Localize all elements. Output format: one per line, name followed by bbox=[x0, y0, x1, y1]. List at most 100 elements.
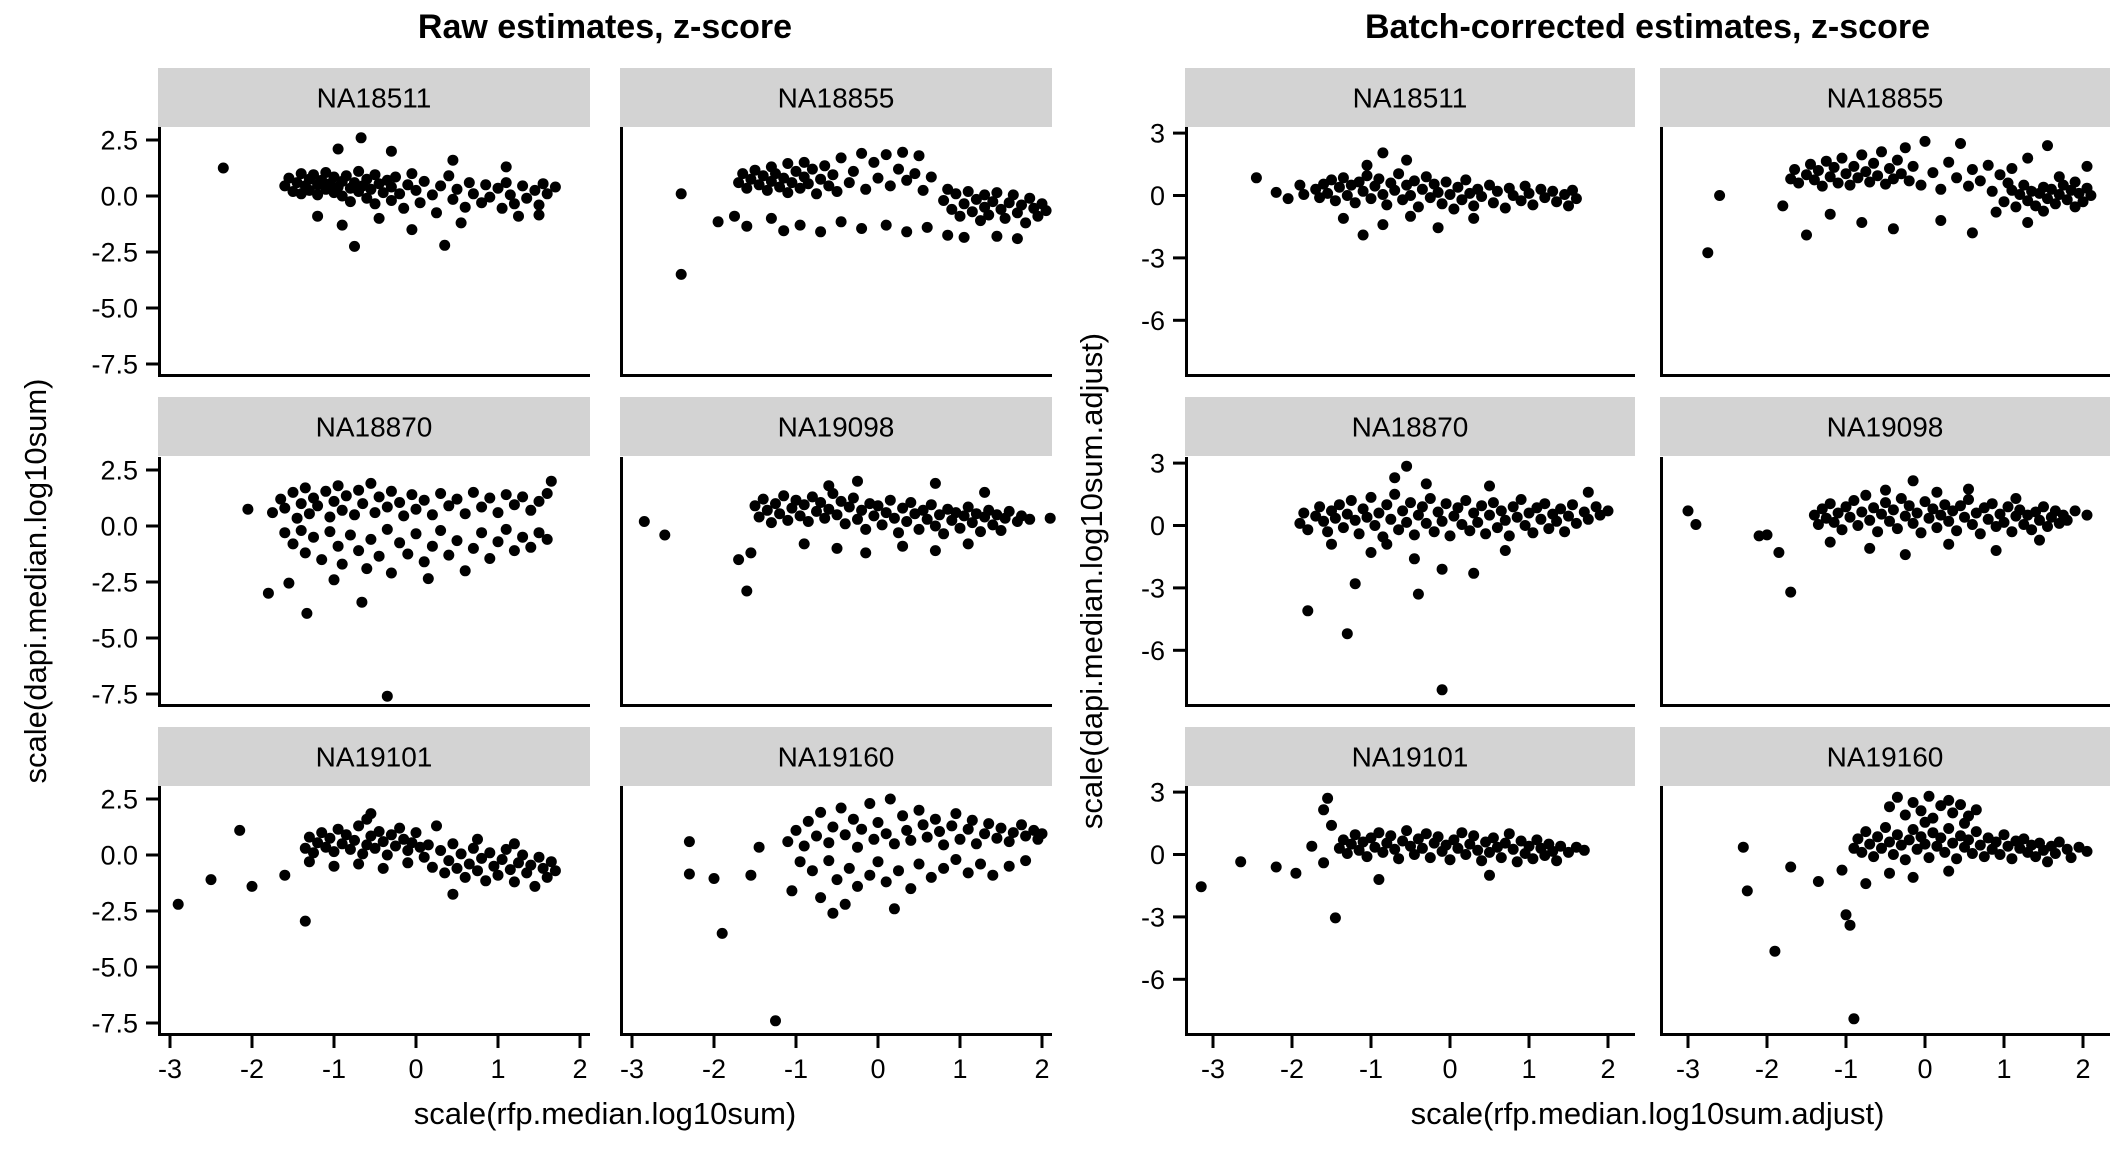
x-tick-label: 1 bbox=[1996, 1054, 2011, 1084]
data-point bbox=[1844, 511, 1856, 523]
data-point bbox=[312, 189, 324, 201]
data-point bbox=[488, 860, 500, 872]
data-point bbox=[712, 216, 724, 228]
data-point bbox=[476, 852, 488, 864]
data-point bbox=[946, 820, 958, 832]
data-point bbox=[1824, 171, 1836, 183]
data-point bbox=[864, 798, 876, 809]
data-point bbox=[316, 554, 328, 566]
data-point bbox=[1195, 881, 1207, 893]
data-point bbox=[1840, 909, 1852, 921]
data-point bbox=[815, 497, 827, 508]
data-point bbox=[1852, 172, 1864, 184]
data-point bbox=[954, 833, 966, 845]
data-point bbox=[1318, 804, 1330, 816]
data-point bbox=[1424, 852, 1436, 864]
data-point bbox=[545, 856, 557, 868]
data-point bbox=[320, 485, 332, 497]
data-point bbox=[492, 869, 504, 881]
data-point bbox=[860, 523, 872, 535]
data-point bbox=[962, 538, 974, 550]
data-point bbox=[893, 865, 904, 877]
data-point bbox=[1369, 520, 1381, 531]
data-point bbox=[435, 525, 447, 536]
data-point bbox=[1884, 163, 1895, 174]
data-point bbox=[549, 181, 561, 193]
data-point bbox=[1420, 828, 1432, 840]
data-point bbox=[958, 231, 970, 243]
y-tick-label: -5.0 bbox=[91, 623, 138, 653]
data-point bbox=[880, 149, 892, 161]
data-point bbox=[275, 493, 287, 505]
data-point bbox=[2018, 519, 2030, 530]
data-point bbox=[1852, 833, 1864, 845]
data-point bbox=[1440, 839, 1452, 851]
data-point bbox=[356, 596, 368, 608]
data-point bbox=[1943, 823, 1955, 834]
data-point bbox=[508, 545, 520, 557]
data-point bbox=[1994, 849, 2006, 860]
data-point bbox=[353, 858, 365, 870]
data-point bbox=[921, 831, 933, 843]
data-point bbox=[353, 165, 365, 177]
data-point bbox=[1805, 158, 1816, 170]
data-point bbox=[1349, 514, 1361, 526]
x-tick-label: 0 bbox=[1442, 1054, 1457, 1084]
data-point bbox=[1468, 200, 1480, 212]
y-tick-label: 2.5 bbox=[100, 125, 138, 155]
facet-strip bbox=[1185, 727, 1635, 786]
data-point bbox=[1911, 507, 1923, 519]
data-point bbox=[708, 873, 720, 884]
data-point bbox=[2077, 196, 2089, 208]
data-point bbox=[921, 513, 933, 525]
data-point bbox=[1567, 499, 1578, 511]
data-point bbox=[819, 160, 831, 172]
data-point bbox=[1507, 843, 1519, 855]
x-tick-label: -3 bbox=[158, 1054, 182, 1084]
x-tick-label: -2 bbox=[702, 1054, 726, 1084]
data-point bbox=[1789, 164, 1801, 175]
data-point bbox=[2002, 501, 2014, 513]
data-point bbox=[831, 542, 843, 554]
data-point bbox=[757, 170, 769, 182]
data-point bbox=[1401, 460, 1413, 472]
data-point bbox=[1943, 538, 1955, 550]
data-point bbox=[1602, 505, 1614, 517]
data-point bbox=[1007, 827, 1019, 839]
data-point bbox=[876, 519, 888, 531]
data-point bbox=[1270, 186, 1282, 198]
data-point bbox=[1040, 205, 1052, 217]
data-point bbox=[1044, 512, 1056, 524]
data-point bbox=[901, 824, 913, 836]
data-point bbox=[533, 199, 545, 211]
data-point bbox=[2057, 179, 2069, 191]
data-point bbox=[1499, 545, 1511, 556]
data-point bbox=[385, 181, 397, 193]
data-point bbox=[1551, 196, 1563, 208]
data-point bbox=[1484, 509, 1495, 521]
data-point bbox=[1935, 215, 1947, 226]
facet-strip-label: NA19101 bbox=[1352, 742, 1469, 773]
data-point bbox=[476, 197, 488, 209]
data-point bbox=[2018, 179, 2030, 191]
data-point bbox=[1990, 206, 2002, 218]
data-point bbox=[369, 842, 381, 854]
data-point bbox=[517, 491, 529, 503]
data-point bbox=[426, 540, 438, 552]
data-point bbox=[1848, 495, 1860, 506]
data-point bbox=[950, 854, 962, 865]
data-point bbox=[476, 527, 488, 539]
data-point bbox=[1931, 840, 1943, 852]
data-point bbox=[1915, 805, 1927, 817]
data-point bbox=[2081, 845, 2093, 857]
data-point bbox=[1432, 222, 1444, 234]
data-point bbox=[435, 180, 447, 192]
data-point bbox=[839, 829, 851, 841]
data-point bbox=[279, 527, 291, 539]
data-point bbox=[1864, 542, 1876, 554]
data-point bbox=[381, 849, 393, 861]
data-point bbox=[1507, 190, 1519, 201]
data-point bbox=[1919, 838, 1931, 850]
data-point bbox=[295, 168, 307, 180]
data-point bbox=[1408, 553, 1420, 565]
